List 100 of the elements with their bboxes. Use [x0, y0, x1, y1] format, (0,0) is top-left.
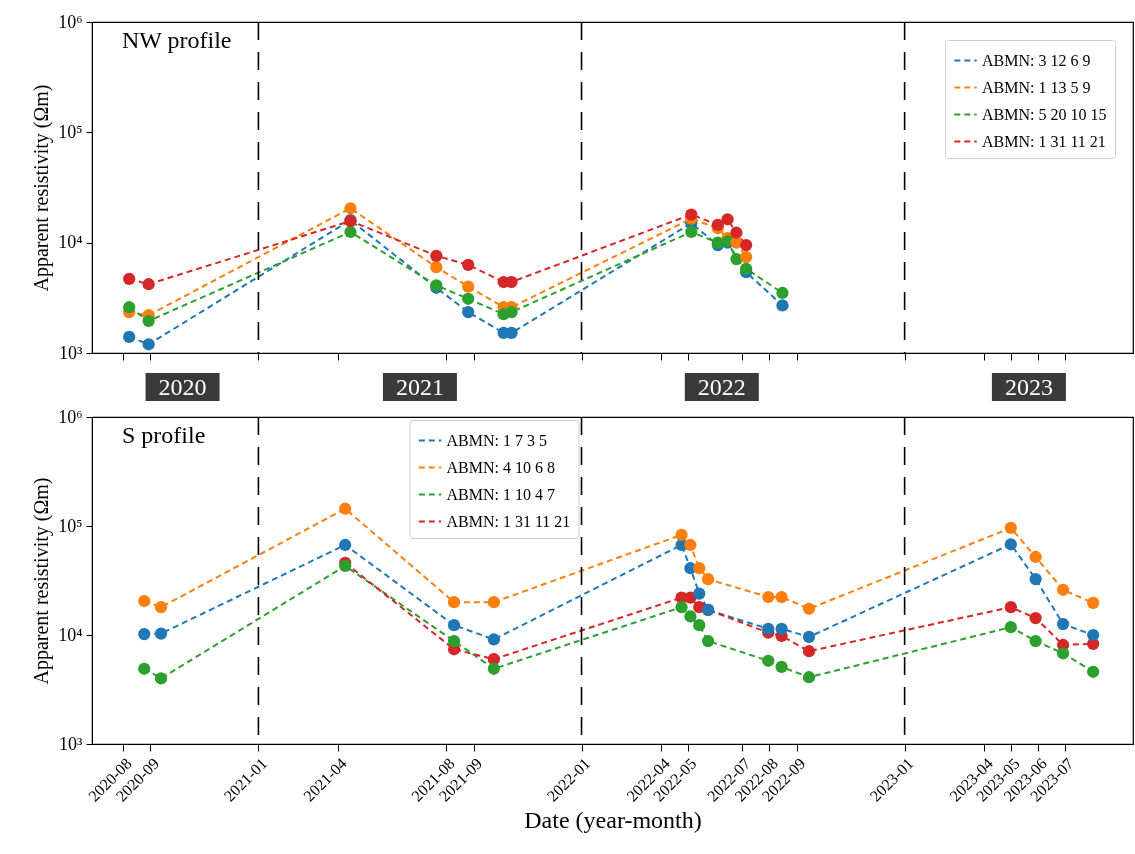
y-tick-label: 10⁴	[58, 232, 83, 253]
point	[776, 299, 789, 312]
point	[487, 662, 501, 675]
y-axis-title: Apparent resistivity (Ωm)	[30, 477, 54, 685]
legend-label: ABMN: 1 10 4 7	[446, 485, 555, 503]
point	[447, 619, 461, 632]
point	[462, 258, 475, 271]
legend-label: ABMN: 1 13 5 9	[982, 78, 1091, 96]
point	[730, 226, 743, 239]
point	[154, 672, 168, 685]
point	[693, 587, 706, 600]
x-axis-title: Date (year-month)	[524, 806, 702, 833]
point	[711, 218, 724, 231]
point	[462, 280, 475, 293]
point	[684, 610, 697, 623]
point	[142, 314, 155, 328]
point	[685, 225, 698, 239]
point	[776, 286, 789, 300]
point	[123, 301, 136, 314]
point	[1029, 572, 1042, 586]
point	[701, 573, 715, 586]
point	[740, 250, 753, 264]
point	[462, 305, 475, 319]
point	[802, 645, 816, 658]
point	[1004, 521, 1017, 535]
point	[142, 338, 155, 351]
y-axis-title: Apparent resistivity (Ωm)	[30, 84, 54, 292]
point	[344, 225, 357, 239]
point	[1004, 601, 1017, 614]
point	[693, 562, 706, 575]
point	[675, 528, 688, 541]
point	[462, 292, 475, 305]
point	[447, 596, 461, 609]
y-tick-label: 10³	[59, 342, 84, 363]
point	[1087, 596, 1100, 610]
point	[762, 590, 775, 604]
point	[123, 330, 136, 343]
text: 2021	[395, 374, 444, 400]
point	[684, 538, 697, 552]
point	[802, 671, 816, 684]
text: 2023	[1004, 374, 1053, 400]
point	[675, 601, 688, 614]
point	[430, 249, 443, 262]
text: 2020	[158, 374, 207, 400]
point	[762, 622, 775, 635]
point	[487, 596, 501, 609]
point	[802, 602, 816, 615]
point	[154, 601, 168, 614]
point	[775, 590, 788, 604]
point	[1029, 611, 1042, 625]
y-tick-label: 10⁵	[58, 515, 83, 536]
point	[721, 213, 734, 226]
point	[762, 654, 775, 667]
point	[1029, 634, 1042, 648]
point	[1004, 621, 1017, 634]
point	[344, 202, 357, 215]
chart-title: NW profile	[122, 27, 232, 53]
point	[1004, 538, 1017, 551]
y-tick-label: 10⁶	[58, 11, 83, 32]
point	[487, 633, 501, 646]
y-tick-label: 10⁶	[58, 406, 83, 427]
y-tick-label: 10⁴	[58, 624, 83, 645]
legend-label: ABMN: 4 10 6 8	[446, 458, 555, 476]
chart-title: S profile	[122, 422, 206, 448]
y-tick-label: 10⁵	[58, 121, 83, 142]
point	[123, 272, 136, 285]
point	[802, 630, 816, 644]
point	[1056, 617, 1070, 631]
point	[142, 278, 155, 291]
point	[1056, 647, 1070, 660]
point	[740, 262, 753, 275]
point	[1029, 550, 1042, 564]
point	[138, 594, 151, 608]
point	[740, 239, 753, 252]
point	[505, 326, 518, 340]
point	[487, 653, 501, 666]
point	[685, 208, 698, 221]
legend-label: ABMN: 5 20 10 15	[982, 105, 1107, 123]
point	[1087, 628, 1100, 642]
point	[430, 261, 443, 274]
point	[1056, 583, 1070, 596]
point	[339, 502, 352, 515]
point	[447, 634, 461, 648]
point	[154, 627, 168, 640]
text: 2022	[697, 374, 746, 400]
legend-label: ABMN: 1 7 3 5	[446, 431, 547, 449]
point	[693, 619, 706, 632]
point	[701, 634, 715, 648]
point	[505, 275, 518, 289]
point	[1087, 665, 1100, 678]
legend-label: ABMN: 1 31 11 21	[982, 132, 1106, 150]
legend-label: ABMN: 3 12 6 9	[982, 51, 1091, 69]
point	[505, 305, 518, 319]
y-tick-label: 10³	[59, 733, 84, 754]
point	[775, 622, 788, 635]
point	[339, 559, 352, 573]
point	[138, 662, 151, 675]
legend-label: ABMN: 1 31 11 21	[446, 512, 571, 530]
point	[138, 627, 151, 641]
point	[775, 660, 788, 673]
